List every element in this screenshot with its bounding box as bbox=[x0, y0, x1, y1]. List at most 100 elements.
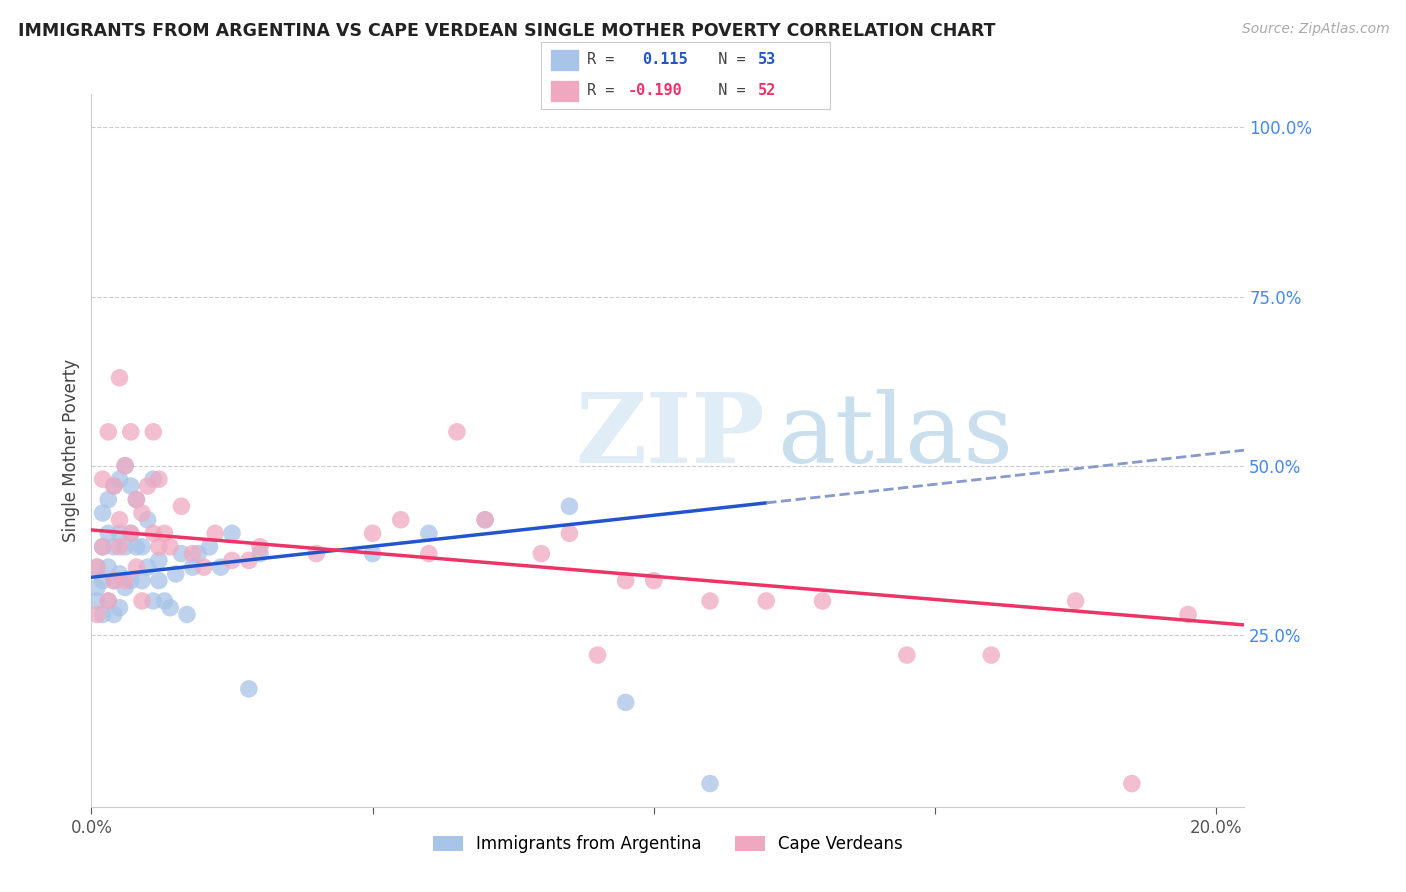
Point bbox=[148, 553, 170, 567]
Point bbox=[125, 492, 148, 507]
Bar bbox=[550, 49, 579, 70]
Text: R =: R = bbox=[588, 53, 633, 68]
Point bbox=[114, 458, 136, 473]
Point bbox=[181, 560, 204, 574]
Point bbox=[361, 526, 384, 541]
Point bbox=[198, 540, 221, 554]
Point bbox=[153, 526, 176, 541]
Point bbox=[120, 526, 142, 541]
Point bbox=[418, 547, 440, 561]
Point bbox=[159, 600, 181, 615]
Point bbox=[148, 574, 170, 588]
Point bbox=[136, 560, 159, 574]
Point bbox=[170, 500, 193, 514]
Point bbox=[86, 581, 108, 595]
Point bbox=[125, 492, 148, 507]
Point bbox=[103, 479, 125, 493]
Y-axis label: Single Mother Poverty: Single Mother Poverty bbox=[62, 359, 80, 542]
Text: atlas: atlas bbox=[778, 389, 1014, 483]
Point bbox=[361, 547, 384, 561]
Point bbox=[558, 500, 581, 514]
Point bbox=[193, 560, 215, 574]
Point bbox=[120, 526, 142, 541]
Point bbox=[418, 526, 440, 541]
Point bbox=[103, 574, 125, 588]
Point bbox=[97, 594, 120, 608]
Text: N =: N = bbox=[700, 83, 755, 98]
Point bbox=[103, 574, 125, 588]
Point bbox=[91, 574, 114, 588]
Point bbox=[103, 540, 125, 554]
Point bbox=[86, 560, 108, 574]
Point bbox=[120, 425, 142, 439]
Point bbox=[97, 425, 120, 439]
Point bbox=[108, 526, 131, 541]
Point bbox=[114, 540, 136, 554]
Point bbox=[103, 479, 125, 493]
Point bbox=[238, 681, 260, 696]
Point bbox=[209, 560, 232, 574]
Point bbox=[170, 547, 193, 561]
Point bbox=[114, 581, 136, 595]
Text: ZIP: ZIP bbox=[575, 389, 765, 483]
Point bbox=[108, 540, 131, 554]
Point bbox=[91, 472, 114, 486]
Point bbox=[136, 513, 159, 527]
Point bbox=[120, 574, 142, 588]
Point bbox=[699, 776, 721, 790]
Point bbox=[896, 648, 918, 662]
Point bbox=[1121, 776, 1143, 790]
Point bbox=[142, 472, 165, 486]
Point bbox=[204, 526, 226, 541]
Point bbox=[614, 574, 637, 588]
Point bbox=[91, 540, 114, 554]
Point bbox=[446, 425, 468, 439]
Point bbox=[86, 607, 108, 622]
Point bbox=[125, 560, 148, 574]
Bar bbox=[550, 80, 579, 103]
Point bbox=[131, 574, 153, 588]
Point bbox=[97, 492, 120, 507]
Point bbox=[108, 600, 131, 615]
Text: -0.190: -0.190 bbox=[627, 83, 682, 98]
Point bbox=[131, 540, 153, 554]
Point bbox=[120, 479, 142, 493]
Point bbox=[586, 648, 609, 662]
Point bbox=[221, 553, 243, 567]
Point bbox=[474, 513, 496, 527]
Text: 53: 53 bbox=[758, 53, 776, 68]
Point bbox=[136, 479, 159, 493]
Point bbox=[530, 547, 553, 561]
Text: N =: N = bbox=[700, 53, 755, 68]
Point bbox=[91, 540, 114, 554]
Point bbox=[389, 513, 412, 527]
Point bbox=[108, 566, 131, 581]
Point bbox=[305, 547, 328, 561]
Point bbox=[699, 594, 721, 608]
Text: Source: ZipAtlas.com: Source: ZipAtlas.com bbox=[1241, 22, 1389, 37]
Point bbox=[131, 594, 153, 608]
Point bbox=[97, 560, 120, 574]
Point bbox=[249, 547, 271, 561]
Point bbox=[142, 526, 165, 541]
Point bbox=[558, 526, 581, 541]
Point bbox=[614, 695, 637, 709]
Point bbox=[103, 607, 125, 622]
Text: 52: 52 bbox=[758, 83, 776, 98]
Point bbox=[125, 540, 148, 554]
Point bbox=[153, 594, 176, 608]
Point bbox=[1064, 594, 1087, 608]
Point bbox=[86, 560, 108, 574]
Text: 0.115: 0.115 bbox=[643, 53, 688, 68]
Point bbox=[142, 594, 165, 608]
Point bbox=[165, 566, 187, 581]
Point bbox=[238, 553, 260, 567]
Point bbox=[108, 472, 131, 486]
Point bbox=[181, 547, 204, 561]
Point bbox=[131, 506, 153, 520]
Point bbox=[980, 648, 1002, 662]
Legend: Immigrants from Argentina, Cape Verdeans: Immigrants from Argentina, Cape Verdeans bbox=[426, 829, 910, 860]
Point bbox=[474, 513, 496, 527]
Point bbox=[114, 574, 136, 588]
Point bbox=[221, 526, 243, 541]
